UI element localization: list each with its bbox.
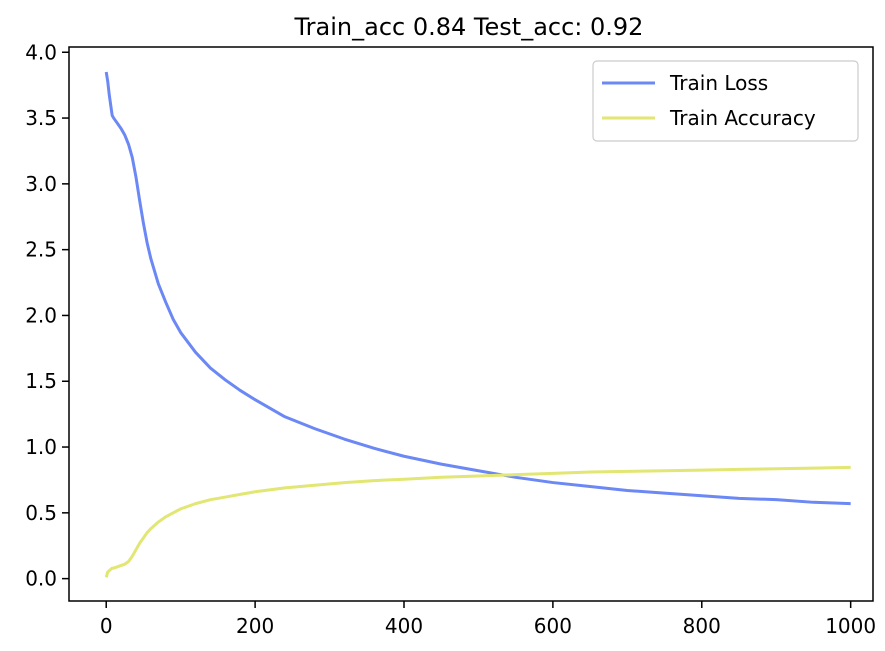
y-tick-label: 1.5	[25, 369, 57, 393]
legend: Train Loss Train Accuracy	[592, 60, 859, 142]
x-axis: 0 200 400 600 800 1000	[100, 601, 876, 638]
legend-box	[592, 60, 859, 142]
y-tick-label: 0.0	[25, 567, 57, 591]
x-tick-label: 1000	[825, 614, 876, 638]
axes-frame	[68, 46, 874, 602]
series-line-train-accuracy	[104, 465, 851, 578]
x-tick-label: 600	[534, 614, 572, 638]
y-tick-label: 0.5	[25, 501, 57, 525]
y-tick-label: 4.0	[25, 40, 57, 64]
x-tick-label: 0	[100, 614, 113, 638]
y-tick-label: 3.0	[25, 172, 57, 196]
x-tick-label: 800	[683, 614, 721, 638]
x-tick-label: 200	[236, 614, 274, 638]
y-tick-label: 1.0	[25, 435, 57, 459]
y-tick-label: 2.5	[25, 238, 57, 262]
y-axis: 0.0 0.5 1.0 1.5 2.0 2.5 3.0 3.5 4.0	[25, 40, 69, 591]
legend-label-train-loss: Train Loss	[669, 71, 768, 95]
series-line-train-loss	[104, 71, 851, 506]
chart-title: Train_acc 0.84 Test_acc: 0.92	[294, 13, 644, 41]
y-tick-label: 2.0	[25, 303, 57, 327]
x-tick-label: 400	[385, 614, 423, 638]
legend-label-train-accuracy: Train Accuracy	[669, 106, 816, 130]
y-tick-label: 3.5	[25, 106, 57, 130]
plot-lines	[104, 71, 851, 578]
